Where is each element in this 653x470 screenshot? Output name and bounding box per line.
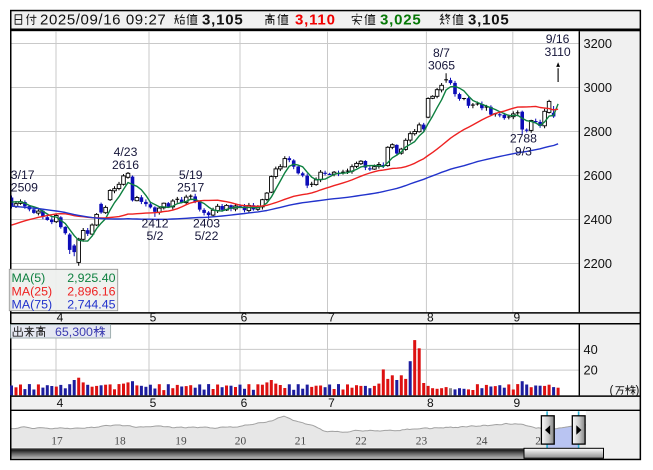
svg-text:3,105: 3,105 bbox=[468, 11, 510, 28]
svg-text:19: 19 bbox=[175, 436, 187, 448]
svg-text:5: 5 bbox=[150, 311, 157, 325]
svg-text:40: 40 bbox=[584, 342, 598, 357]
svg-text:4: 4 bbox=[57, 311, 64, 325]
svg-text:65,300: 65,300 bbox=[55, 325, 93, 339]
svg-text:): ) bbox=[636, 385, 640, 397]
svg-text:3110: 3110 bbox=[544, 45, 570, 59]
svg-text:9: 9 bbox=[513, 311, 520, 325]
svg-text:6: 6 bbox=[241, 396, 248, 410]
svg-text:2412: 2412 bbox=[141, 217, 168, 231]
svg-text:2509: 2509 bbox=[11, 180, 38, 194]
svg-text:18: 18 bbox=[114, 436, 126, 448]
svg-text:20: 20 bbox=[235, 436, 247, 448]
svg-text:3,105: 3,105 bbox=[202, 11, 244, 28]
svg-text:3,110: 3,110 bbox=[295, 11, 336, 28]
svg-text:5/19: 5/19 bbox=[179, 168, 203, 182]
svg-text:17: 17 bbox=[51, 436, 63, 448]
svg-text:2616: 2616 bbox=[112, 158, 139, 172]
svg-text:5/2: 5/2 bbox=[147, 229, 164, 243]
svg-text:2,744.45: 2,744.45 bbox=[67, 298, 115, 312]
svg-text:24: 24 bbox=[476, 436, 488, 448]
svg-text:MA(25): MA(25) bbox=[12, 284, 53, 298]
svg-text:8: 8 bbox=[427, 396, 434, 410]
svg-text:22: 22 bbox=[355, 436, 367, 448]
svg-text:2025/09/16 09:27: 2025/09/16 09:27 bbox=[40, 11, 166, 28]
svg-text:2,896.16: 2,896.16 bbox=[67, 284, 115, 298]
svg-text:3/17: 3/17 bbox=[11, 168, 35, 182]
svg-text:2800: 2800 bbox=[584, 124, 612, 139]
svg-text:3,025: 3,025 bbox=[380, 11, 422, 28]
svg-text:8/7: 8/7 bbox=[433, 46, 450, 60]
svg-text:20: 20 bbox=[584, 363, 598, 378]
svg-text:2403: 2403 bbox=[193, 217, 220, 231]
svg-text:2200: 2200 bbox=[584, 256, 612, 271]
svg-text:9/16: 9/16 bbox=[546, 32, 570, 46]
svg-text:7: 7 bbox=[328, 396, 335, 410]
svg-text:3200: 3200 bbox=[584, 36, 612, 51]
svg-text:23: 23 bbox=[416, 436, 428, 448]
svg-text:2400: 2400 bbox=[584, 212, 612, 227]
svg-text:3065: 3065 bbox=[428, 59, 455, 73]
svg-text:6: 6 bbox=[241, 311, 248, 325]
svg-text:5: 5 bbox=[150, 396, 157, 410]
svg-text:4: 4 bbox=[57, 396, 64, 410]
svg-text:2788: 2788 bbox=[510, 132, 537, 146]
svg-text:MA(5): MA(5) bbox=[12, 271, 46, 285]
svg-text:3000: 3000 bbox=[584, 80, 612, 95]
svg-text:MA(75): MA(75) bbox=[12, 298, 53, 312]
svg-text:21: 21 bbox=[295, 436, 307, 448]
svg-text:(: ( bbox=[610, 385, 614, 397]
svg-text:4/23: 4/23 bbox=[114, 145, 138, 159]
svg-text:2600: 2600 bbox=[584, 168, 612, 183]
svg-text:8: 8 bbox=[427, 311, 434, 325]
svg-text:9: 9 bbox=[513, 396, 520, 410]
svg-text:2517: 2517 bbox=[177, 180, 204, 194]
svg-text:9/3: 9/3 bbox=[515, 144, 532, 158]
svg-text:2,925.40: 2,925.40 bbox=[67, 271, 115, 285]
svg-text:7: 7 bbox=[328, 311, 335, 325]
svg-text:5/22: 5/22 bbox=[195, 229, 219, 243]
